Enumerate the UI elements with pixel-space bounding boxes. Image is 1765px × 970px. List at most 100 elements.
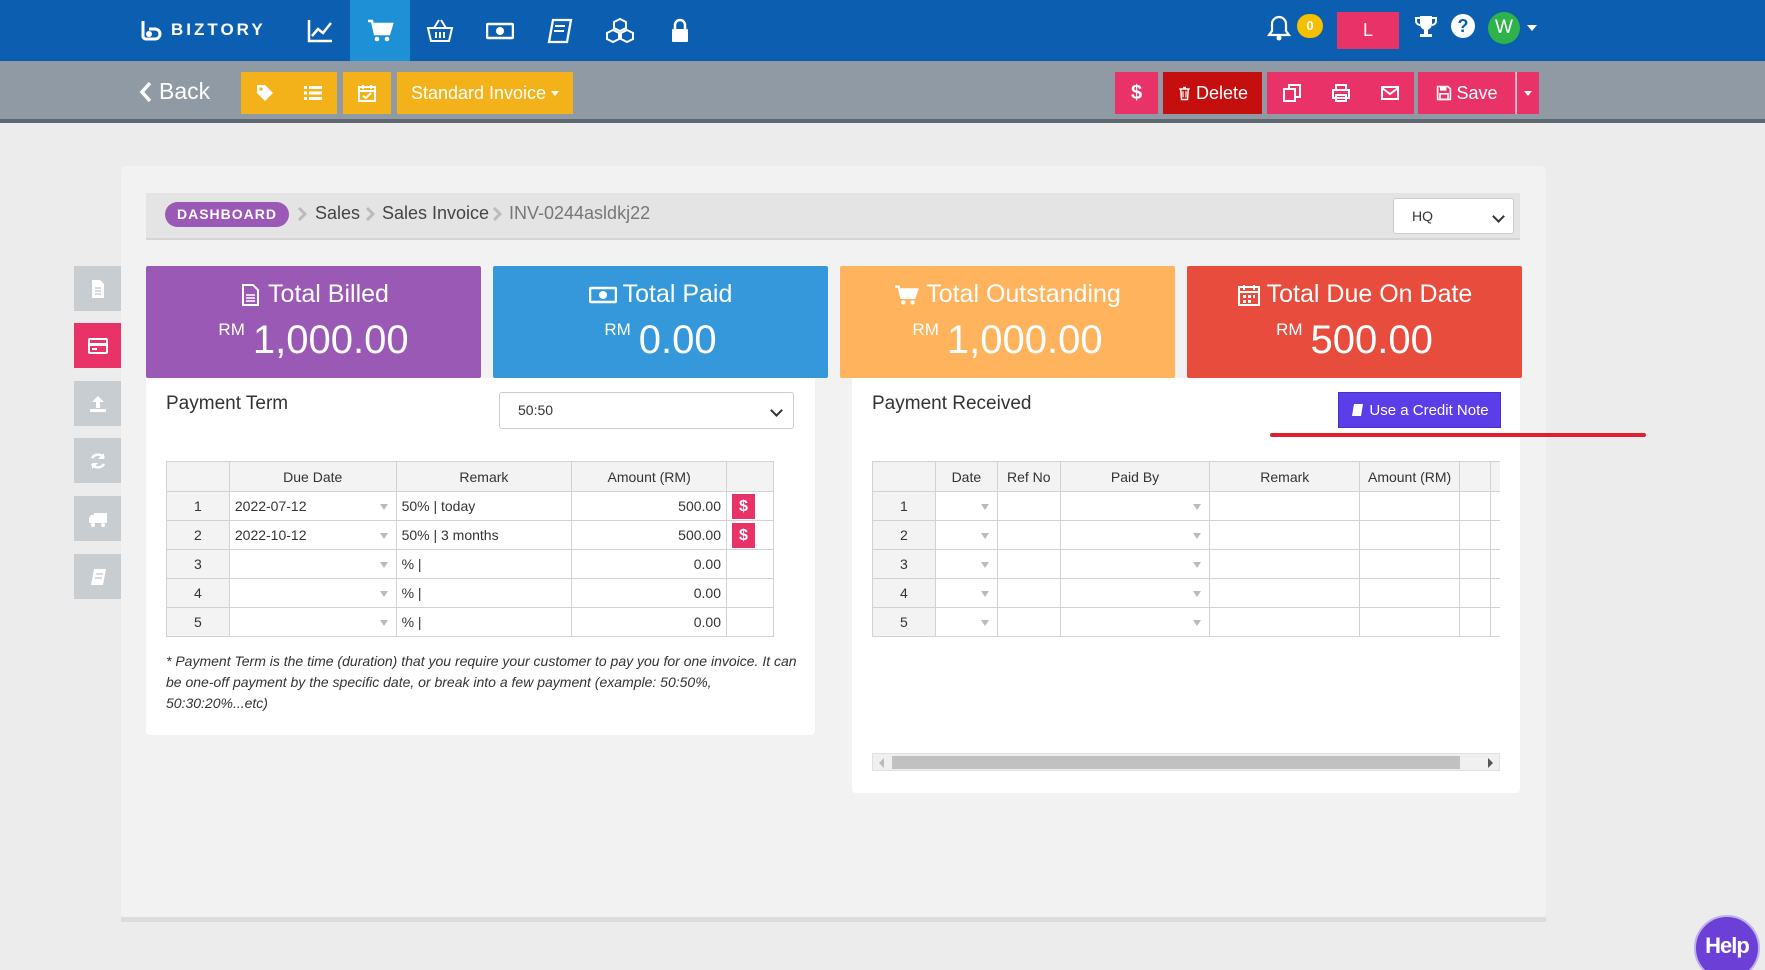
- due-date-cell[interactable]: [228, 549, 397, 579]
- date-cell[interactable]: [934, 578, 998, 608]
- back-button[interactable]: Back: [139, 78, 210, 105]
- sidetab-upload[interactable]: [74, 381, 121, 426]
- delete-button[interactable]: Delete: [1163, 72, 1262, 114]
- row-number: 4: [872, 578, 936, 608]
- amount-cell[interactable]: [1359, 578, 1461, 608]
- pay-button[interactable]: $: [731, 522, 755, 548]
- payment-button[interactable]: $: [1115, 72, 1158, 114]
- copy-button[interactable]: [1267, 72, 1316, 114]
- remark-cell[interactable]: [1209, 578, 1361, 608]
- chevron-down-icon[interactable]: [1527, 25, 1537, 31]
- column-header[interactable]: Date: [934, 461, 998, 492]
- dropdown-arrow-icon: [379, 533, 388, 539]
- use-credit-note-button[interactable]: Use a Credit Note: [1338, 392, 1501, 428]
- branch-select[interactable]: HQ: [1393, 198, 1514, 234]
- column-header[interactable]: Remark: [395, 461, 573, 492]
- column-header[interactable]: Amount (RM): [1359, 461, 1461, 492]
- date-cell[interactable]: [934, 491, 998, 521]
- sidetab-recurring[interactable]: [74, 438, 121, 483]
- payment-term-select[interactable]: 50:50: [499, 392, 794, 429]
- amount-cell[interactable]: [1359, 491, 1461, 521]
- ref-no-cell[interactable]: [996, 578, 1061, 608]
- question-icon[interactable]: ?: [1451, 14, 1475, 38]
- print-button[interactable]: [1316, 72, 1365, 114]
- nav-purchase[interactable]: [410, 0, 470, 61]
- tag-button[interactable]: [241, 72, 289, 114]
- payment-received-table-viewport[interactable]: Date Ref No Paid By Remark Amount (RM) 1: [872, 461, 1500, 637]
- breadcrumb-dashboard[interactable]: DASHBOARD: [165, 202, 289, 227]
- extra-cell: [1490, 491, 1500, 521]
- ref-no-cell[interactable]: [996, 607, 1061, 637]
- column-header[interactable]: Paid By: [1059, 461, 1211, 492]
- amount-cell[interactable]: 500.00: [571, 491, 727, 521]
- due-date-cell[interactable]: [228, 578, 397, 608]
- paid-by-cell[interactable]: [1059, 578, 1211, 608]
- list-button[interactable]: [289, 72, 337, 114]
- scroll-left-icon[interactable]: [879, 758, 884, 768]
- column-header[interactable]: Remark: [1209, 461, 1361, 492]
- remark-cell[interactable]: [1209, 491, 1361, 521]
- remark-cell[interactable]: 50% | today: [395, 491, 573, 521]
- invoice-type-dropdown[interactable]: Standard Invoice: [397, 72, 573, 114]
- remark-cell[interactable]: [1209, 549, 1361, 579]
- remark-cell[interactable]: 50% | 3 months: [395, 520, 573, 550]
- due-date-cell[interactable]: 2022-07-12: [228, 491, 397, 521]
- breadcrumb-sales-invoice[interactable]: Sales Invoice: [382, 203, 490, 223]
- remark-cell[interactable]: % |: [395, 578, 573, 608]
- date-cell[interactable]: [934, 549, 998, 579]
- biztory-logo[interactable]: BIZTORY: [139, 18, 266, 42]
- paid-by-cell[interactable]: [1059, 491, 1211, 521]
- column-header[interactable]: Due Date: [228, 461, 397, 492]
- help-bubble-button[interactable]: Help: [1694, 915, 1760, 970]
- bell-icon[interactable]: [1266, 14, 1292, 42]
- nav-lock[interactable]: [650, 0, 710, 61]
- paid-by-cell[interactable]: [1059, 520, 1211, 550]
- save-options-dropdown[interactable]: [1517, 72, 1539, 114]
- paid-by-cell[interactable]: [1059, 549, 1211, 579]
- sidetab-journal[interactable]: [74, 554, 121, 599]
- remark-cell[interactable]: % |: [395, 549, 573, 579]
- nav-banking[interactable]: [470, 0, 530, 61]
- summary-total-due-on-date: Total Due On Date RM 500.00: [1187, 266, 1522, 378]
- scrollbar-thumb[interactable]: [892, 756, 1460, 769]
- amount-cell[interactable]: [1359, 607, 1461, 637]
- amount-cell[interactable]: 0.00: [571, 549, 727, 579]
- amount-cell[interactable]: 500.00: [571, 520, 727, 550]
- sidetab-payment[interactable]: [74, 323, 121, 368]
- sidetab-delivery[interactable]: [74, 496, 121, 541]
- amount-cell[interactable]: 0.00: [571, 607, 727, 637]
- ref-no-cell[interactable]: [996, 491, 1061, 521]
- amount-cell[interactable]: 0.00: [571, 578, 727, 608]
- nav-sales[interactable]: [350, 0, 410, 61]
- sidetab-details[interactable]: [74, 266, 121, 311]
- remark-cell[interactable]: [1209, 520, 1361, 550]
- ref-no-cell[interactable]: [996, 520, 1061, 550]
- date-cell[interactable]: [934, 607, 998, 637]
- user-box[interactable]: L: [1337, 12, 1399, 49]
- trophy-icon[interactable]: [1413, 14, 1439, 40]
- paid-by-cell[interactable]: [1059, 607, 1211, 637]
- horizontal-scrollbar[interactable]: [872, 753, 1500, 771]
- email-button[interactable]: [1365, 72, 1414, 114]
- due-date-cell[interactable]: 2022-10-12: [228, 520, 397, 550]
- column-header[interactable]: Amount (RM): [571, 461, 727, 492]
- due-date-cell[interactable]: [228, 607, 397, 637]
- column-header[interactable]: Ref No: [996, 461, 1061, 492]
- amount-cell[interactable]: [1359, 520, 1461, 550]
- save-button[interactable]: Save: [1418, 72, 1516, 114]
- scroll-right-icon[interactable]: [1488, 758, 1493, 768]
- pay-button[interactable]: $: [731, 493, 755, 519]
- nav-accounting[interactable]: [530, 0, 590, 61]
- nav-inventory[interactable]: [590, 0, 650, 61]
- calendar-check-button[interactable]: [343, 72, 391, 114]
- ref-no-cell[interactable]: [996, 549, 1061, 579]
- avatar[interactable]: W: [1488, 12, 1520, 44]
- remark-cell[interactable]: [1209, 607, 1361, 637]
- breadcrumb-sales[interactable]: Sales: [315, 203, 361, 223]
- dropdown-arrow-icon: [980, 504, 989, 510]
- nav-dashboard[interactable]: [290, 0, 350, 61]
- remark-cell[interactable]: % |: [395, 607, 573, 637]
- date-cell[interactable]: [934, 520, 998, 550]
- amount-cell[interactable]: [1359, 549, 1461, 579]
- notification-badge: 0: [1297, 14, 1323, 38]
